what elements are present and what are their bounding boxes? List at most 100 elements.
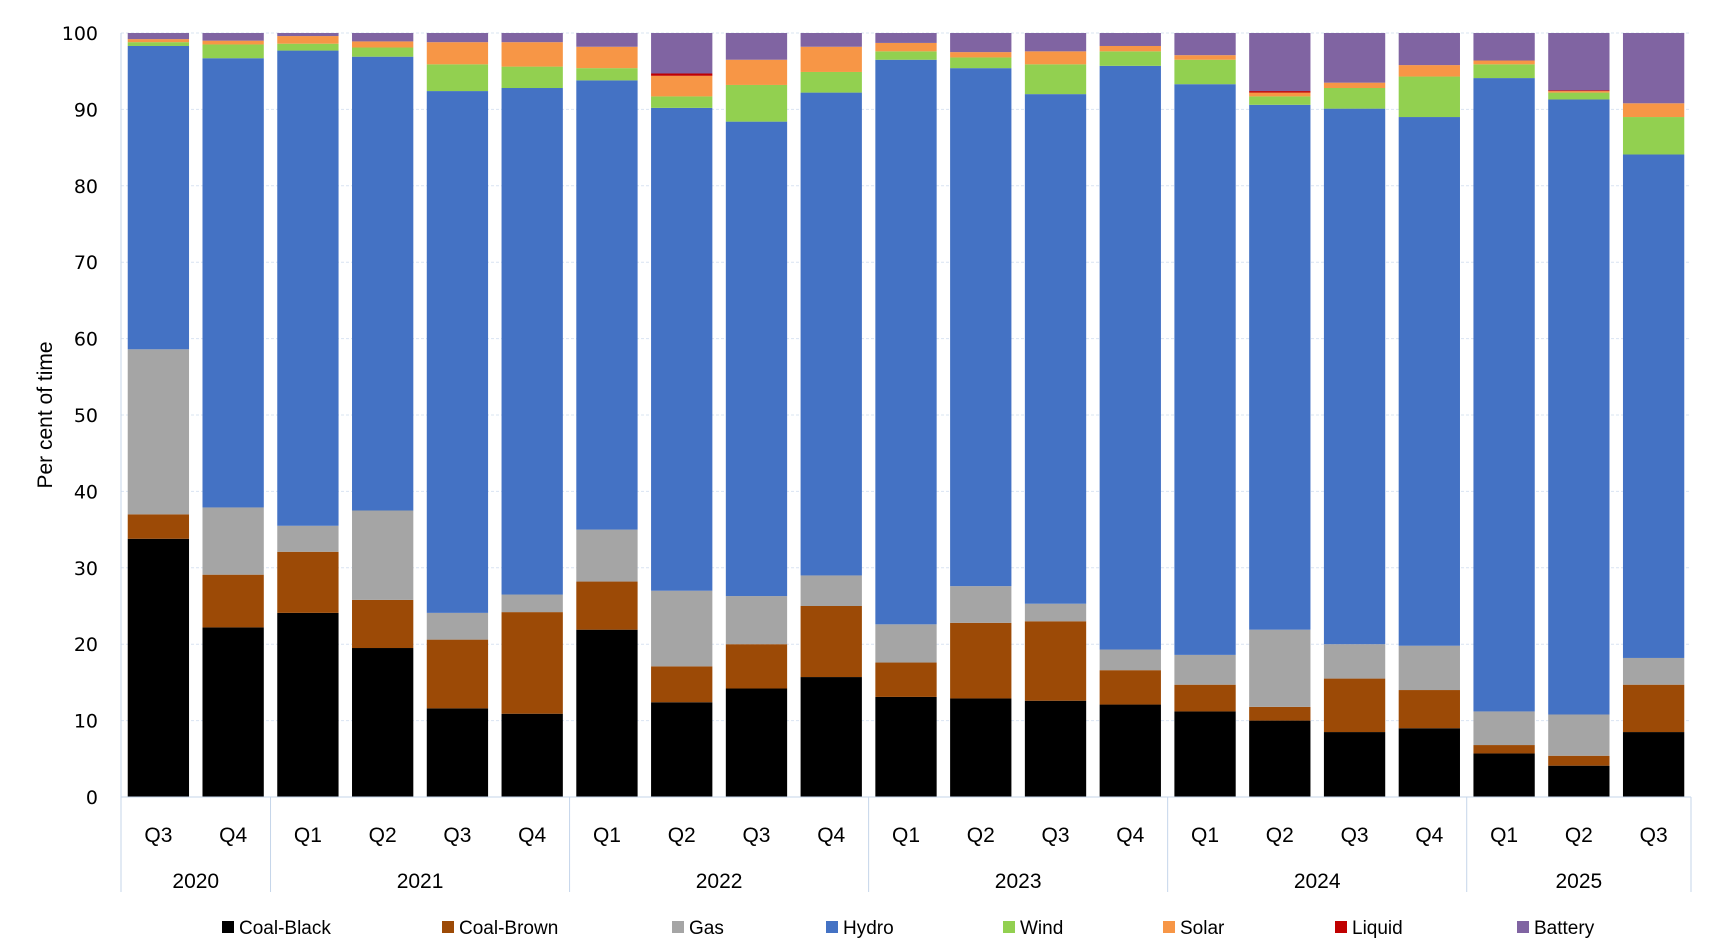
bar-segment-battery: [1323, 33, 1386, 83]
bar-segment-hydro: [1323, 108, 1386, 645]
bar-segment-wind: [875, 51, 937, 60]
bar-segment-hydro: [277, 50, 339, 526]
bar-segment-coal-brown: [576, 581, 638, 630]
legend-item-wind: Wind: [1003, 918, 1063, 939]
bar-2022-Q1: [576, 33, 638, 797]
bar-segment-hydro: [950, 68, 1012, 587]
bar-2023-Q1: [875, 33, 937, 797]
bar-segment-solar: [352, 41, 414, 48]
bar-segment-hydro: [725, 121, 788, 597]
bar-segment-gas: [277, 525, 339, 552]
bar-segment-coal-black: [1249, 720, 1311, 797]
bar-2020-Q4: [202, 33, 264, 797]
legend-swatch: [1335, 921, 1347, 933]
legend-item-coal-black: Coal-Black: [222, 918, 331, 939]
x-tick-year: 2020: [172, 870, 219, 893]
legend-item-gas: Gas: [672, 918, 724, 939]
bar-segment-wind: [1249, 96, 1311, 105]
bar-segment-solar: [1249, 92, 1311, 97]
bar-segment-battery: [277, 33, 339, 37]
bar-segment-wind: [950, 57, 1012, 69]
bar-2021-Q3: [426, 33, 489, 797]
bar-segment-gas: [127, 349, 190, 515]
bar-segment-coal-black: [1323, 732, 1386, 797]
bar-segment-battery: [352, 33, 414, 42]
bar-segment-wind: [127, 42, 190, 46]
bar-segment-hydro: [1174, 84, 1236, 655]
y-axis-ticks: 0 10 20 30 40 50 60 70 80 90 100: [62, 23, 98, 809]
bar-segment-gas: [1174, 654, 1236, 685]
bar-segment-liquid: [1249, 91, 1311, 93]
bar-segment-gas: [1249, 629, 1311, 707]
x-tick-year: 2025: [1555, 870, 1602, 893]
bar-segment-hydro: [1249, 104, 1311, 630]
bar-segment-coal-black: [800, 677, 862, 797]
bar-segment-solar: [800, 46, 862, 72]
legend-label: Liquid: [1352, 918, 1403, 939]
bar-2023-Q2: [950, 33, 1012, 797]
legend-item-battery: Battery: [1517, 918, 1595, 939]
bar-segment-solar: [725, 59, 788, 85]
bar-segment-coal-brown: [426, 639, 489, 709]
bar-segment-coal-brown: [1398, 690, 1460, 729]
bar-segment-battery: [1622, 33, 1685, 104]
bar-segment-gas: [576, 529, 638, 582]
bar-segment-wind: [800, 71, 862, 93]
bar-segment-battery: [576, 33, 638, 47]
bar-segment-coal-brown: [1473, 745, 1535, 754]
bar-segment-solar: [1548, 91, 1610, 93]
bar-segment-wind: [1548, 92, 1610, 100]
x-tick-quarter: Q3: [742, 824, 770, 847]
bar-segment-coal-brown: [1622, 684, 1685, 733]
bar-segment-coal-brown: [277, 551, 339, 613]
bar-segment-coal-brown: [1249, 706, 1311, 721]
bar-segment-hydro: [651, 107, 713, 591]
bar-segment-gas: [1548, 714, 1610, 756]
bar-segment-solar: [426, 42, 489, 65]
bar-segment-coal-black: [127, 538, 190, 797]
bar-segment-wind: [1174, 59, 1236, 85]
bar-2025-Q2: [1548, 33, 1610, 797]
bar-2022-Q2: [651, 33, 713, 797]
bar-segment-gas: [651, 590, 713, 667]
legend-item-hydro: Hydro: [826, 918, 894, 939]
bar-segment-coal-brown: [1548, 755, 1610, 766]
bar-segment-battery: [800, 33, 862, 47]
bar-segment-hydro: [800, 92, 862, 576]
legend: Coal-Black Coal-Brown Gas Hydro Wind Solar Liq…: [222, 918, 1595, 939]
legend-swatch: [1517, 921, 1529, 933]
bar-segment-solar: [1099, 45, 1161, 52]
bar-segment-wind: [1099, 51, 1161, 66]
bar-segment-solar: [1622, 103, 1685, 118]
bar-segment-wind: [501, 66, 563, 89]
bar-segment-coal-black: [277, 612, 339, 797]
bar-segment-gas: [1099, 649, 1161, 671]
bar-segment-wind: [1622, 117, 1685, 155]
y-tick-label: 100: [62, 23, 98, 45]
legend-label: Hydro: [843, 918, 894, 939]
bar-segment-gas: [950, 586, 1012, 623]
bar-segment-coal-black: [501, 713, 563, 797]
bar-segment-solar: [1473, 60, 1535, 65]
y-tick-label: 20: [74, 634, 98, 656]
bar-segment-battery: [725, 33, 788, 60]
bar-segment-coal-brown: [875, 662, 937, 697]
bar-segment-battery: [426, 33, 489, 43]
legend-label: Coal-Black: [239, 918, 331, 939]
x-tick-quarter: Q1: [294, 824, 322, 847]
bar-segment-solar: [1174, 55, 1236, 60]
bar-segment-battery: [950, 33, 1012, 53]
y-tick-label: 30: [74, 558, 98, 580]
y-tick-label: 90: [74, 99, 98, 121]
bar-segment-gas: [426, 612, 489, 640]
legend-swatch: [826, 921, 838, 933]
bar-segment-wind: [426, 64, 489, 92]
bar-segment-coal-brown: [202, 574, 264, 628]
legend-label: Gas: [689, 918, 724, 939]
bar-segment-coal-black: [875, 696, 937, 797]
bar-segment-hydro: [352, 56, 414, 511]
legend-label: Battery: [1534, 918, 1595, 939]
x-tick-quarter: Q2: [1266, 824, 1294, 847]
x-tick-quarter: Q2: [668, 824, 696, 847]
bar-segment-liquid: [651, 73, 713, 76]
